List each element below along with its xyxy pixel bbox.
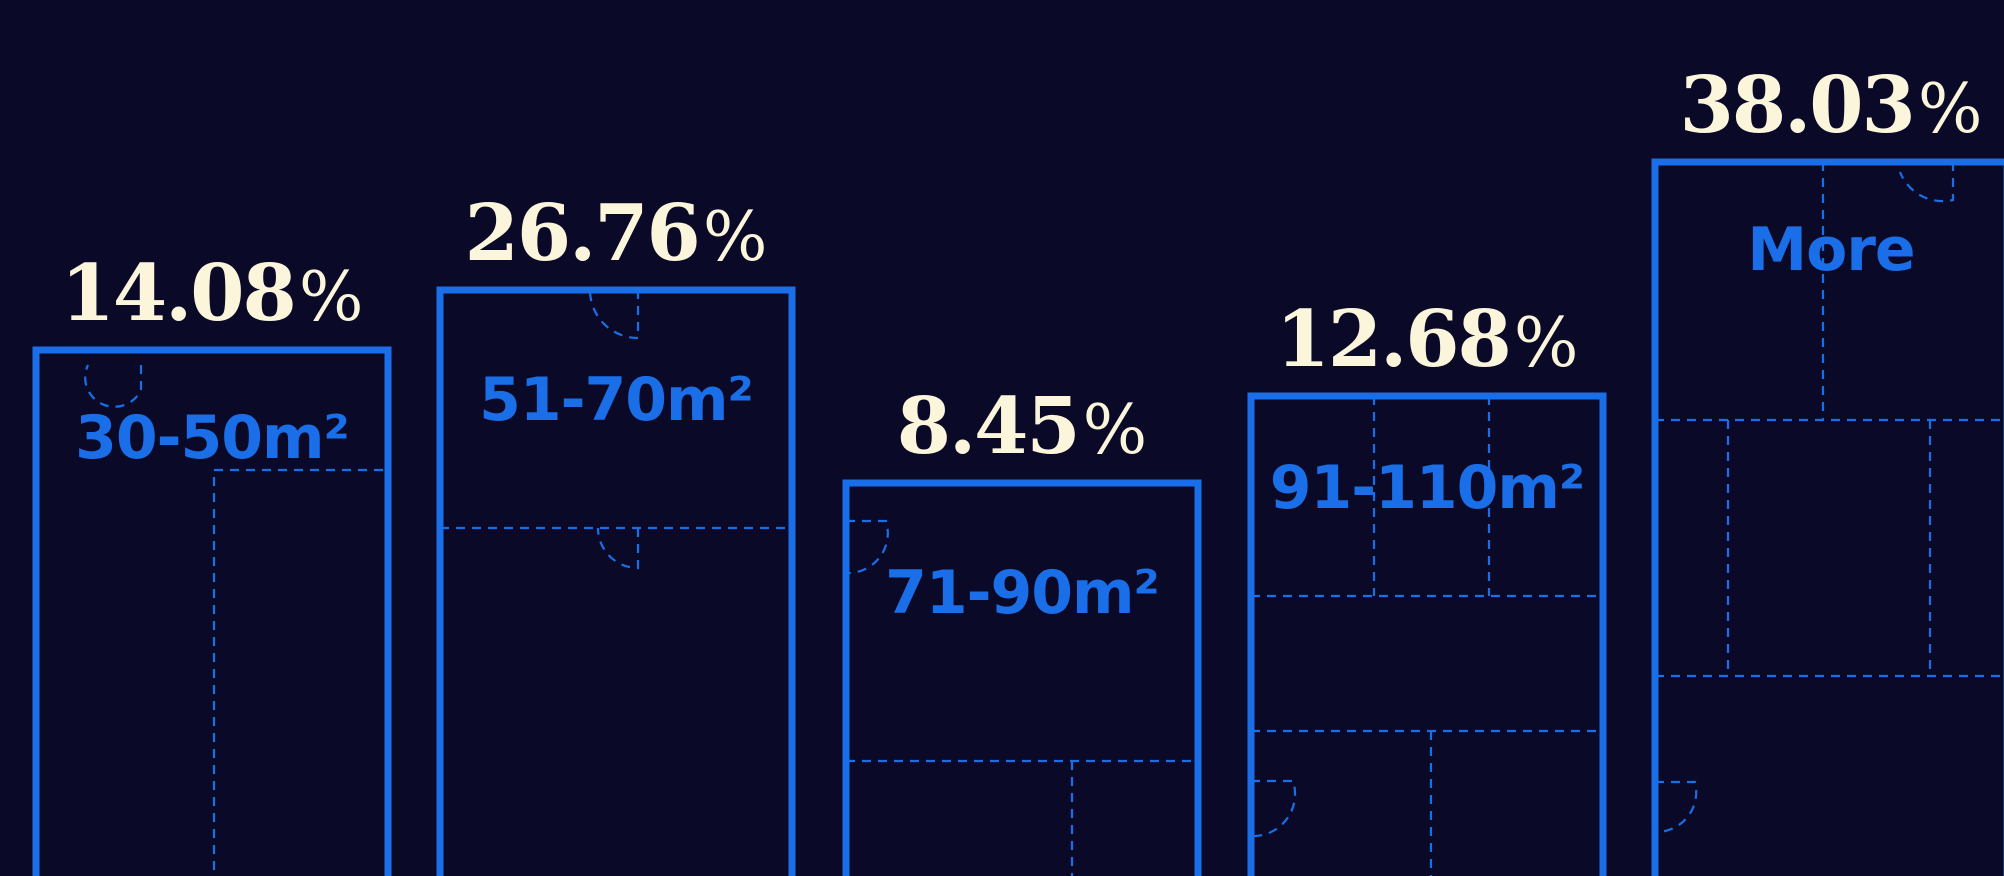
bar	[842, 479, 1202, 876]
category-label: 91-110m²	[1270, 453, 1584, 523]
value-label: 14.08%	[61, 248, 364, 339]
floor-plan-icon	[1654, 162, 2004, 834]
bar-floor-plan	[1651, 158, 2004, 876]
bar	[32, 346, 392, 876]
value-label: 8.45%	[897, 381, 1148, 472]
category-label: More	[1747, 215, 1914, 285]
bar-floor-plan	[32, 346, 392, 876]
category-label: 71-90m²	[885, 558, 1159, 628]
value-label: 26.76%	[465, 188, 768, 279]
bar-floor-plan	[436, 286, 796, 876]
bar-floor-plan	[1247, 392, 1607, 876]
bar	[1247, 392, 1607, 876]
bar	[1651, 158, 2004, 876]
category-label: 30-50m²	[75, 403, 349, 473]
bar	[436, 286, 796, 876]
floor-plan-icon	[440, 289, 792, 570]
floor-plan-icon	[1250, 396, 1603, 876]
floor-plan-icon	[845, 519, 1198, 876]
value-label: 12.68%	[1276, 294, 1579, 385]
floor-plan-icon	[84, 364, 388, 876]
value-label: 38.03%	[1680, 60, 1983, 151]
bar-floor-plan	[842, 479, 1202, 876]
category-label: 51-70m²	[479, 365, 753, 435]
